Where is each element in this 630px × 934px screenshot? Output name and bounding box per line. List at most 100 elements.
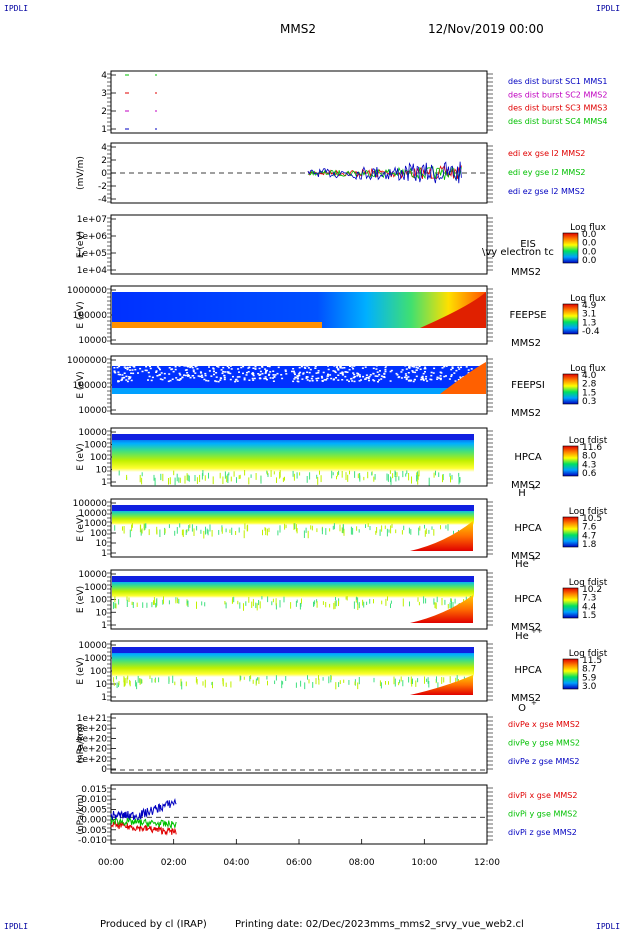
corner-label-top-left: IPDLI	[4, 4, 29, 13]
hpca-speckle	[258, 677, 260, 684]
feepsi-gap	[132, 372, 135, 375]
hpca-speckle	[389, 470, 391, 474]
y-tick-label: 10	[96, 608, 108, 618]
feepsi-gap	[303, 366, 306, 369]
hpca-speckle	[231, 599, 233, 604]
y-tick-label: 1	[101, 549, 107, 559]
hpca-speckle	[417, 471, 419, 480]
hpca-speckle	[245, 601, 247, 606]
hpca-speckle	[354, 681, 356, 686]
hpca-speckle	[244, 470, 246, 476]
divpi-series-line	[110, 817, 177, 830]
feepsi-gap	[170, 368, 173, 371]
feepsi-gap	[285, 373, 288, 375]
hpca-speckle	[267, 596, 269, 603]
hpca-speckle	[362, 599, 364, 606]
corner-label-bottom-right: IPDLI	[596, 922, 621, 931]
y-tick-label: 100	[90, 529, 107, 539]
hpca-speckle	[151, 602, 153, 608]
hpca-speckle	[451, 474, 453, 480]
hpca-speckle	[416, 475, 418, 482]
hpca-speckle	[445, 525, 447, 529]
hpca-speckle	[132, 602, 134, 608]
feepsi-gap	[426, 380, 429, 382]
hpca-speckle	[331, 470, 333, 479]
hpca-speckle	[357, 473, 359, 479]
hpca-speckle	[417, 597, 419, 602]
hpca-speckle	[356, 596, 358, 600]
hpca-speckle	[249, 676, 251, 682]
feepsi-gap	[178, 379, 181, 381]
hpca-speckle	[325, 528, 327, 535]
legend-entry: des dist burst SC3 MMS3	[508, 104, 607, 113]
feepsi-gap	[360, 379, 362, 381]
hpca-speckle	[390, 476, 391, 483]
hpca-speckle	[428, 477, 430, 486]
hpca-speckle	[294, 523, 296, 529]
hpca-speckle	[436, 676, 437, 682]
hpca-speckle	[357, 597, 359, 605]
feepsi-gap	[358, 374, 361, 376]
hpca-speckle	[141, 679, 143, 684]
hpca-speckle	[179, 523, 181, 528]
hpca-speckle	[463, 599, 465, 603]
hpca-speckle	[228, 472, 230, 476]
hpca-speckle	[168, 676, 170, 684]
hpca-speckle	[129, 680, 131, 687]
hpca-speckle	[275, 598, 277, 606]
hpca-speckle	[187, 600, 189, 608]
hpca-speckle	[204, 679, 206, 688]
hpca-speckle	[333, 523, 335, 530]
feepsi-gap	[380, 375, 383, 377]
hpca-speckle	[358, 677, 360, 685]
feepsi-gap	[327, 368, 330, 371]
hpca-speckle	[396, 472, 398, 477]
hpca-speckle	[129, 529, 131, 538]
hpca-speckle	[299, 472, 301, 476]
instrument-label: HPCA	[514, 665, 542, 676]
hpca-speckle	[358, 602, 360, 609]
hpca-speckle	[252, 598, 254, 607]
feepsi-gap	[266, 369, 268, 372]
y-tick-label: 1	[101, 125, 107, 135]
hpca-speckle	[144, 523, 146, 530]
feepsi-gap	[358, 380, 361, 382]
hpca-speckle	[176, 473, 178, 482]
hpca-speckle	[387, 596, 388, 601]
hpca-speckle	[255, 680, 257, 686]
hpca-speckle	[322, 677, 324, 681]
feepsi-gap	[302, 372, 305, 374]
feepsi-gap	[372, 373, 375, 375]
feepsi-gap	[214, 380, 217, 382]
feepsi-gap	[272, 374, 275, 376]
hpca-speckle	[154, 477, 156, 486]
hpca-speckle	[118, 599, 120, 605]
feepsi-gap	[243, 378, 246, 381]
feepsi-gap	[400, 371, 403, 373]
hpca-speckle	[455, 677, 457, 685]
hpca-speckle	[178, 598, 180, 604]
feepsi-gap	[200, 374, 203, 377]
hpca-speckle	[145, 523, 147, 529]
hpca-speckle	[328, 676, 330, 684]
hpca-speckle	[184, 475, 186, 484]
x-tick-label: 04:00	[223, 858, 249, 868]
feepsi-gap	[450, 375, 453, 378]
feepsi-gap	[264, 376, 267, 378]
hpca-speckle	[208, 472, 209, 479]
hpca-speckle	[310, 525, 312, 530]
hpca-speckle	[428, 529, 430, 534]
hpca-speckle	[423, 596, 425, 604]
feepsi-gap	[412, 371, 415, 373]
y-tick-label: 4	[101, 143, 107, 153]
feepsi-gap	[243, 377, 246, 379]
hpca-speckle	[379, 680, 381, 687]
feepsi-gap	[407, 372, 410, 374]
y-tick-label: 1	[101, 693, 107, 703]
hpca-speckle	[434, 602, 436, 609]
feepsi-gap	[433, 367, 436, 370]
feepsi-gap	[168, 367, 171, 369]
feepsi-gap	[307, 367, 310, 369]
instrument-label: FEEPSI	[511, 380, 545, 391]
hpca-speckle	[194, 475, 196, 482]
